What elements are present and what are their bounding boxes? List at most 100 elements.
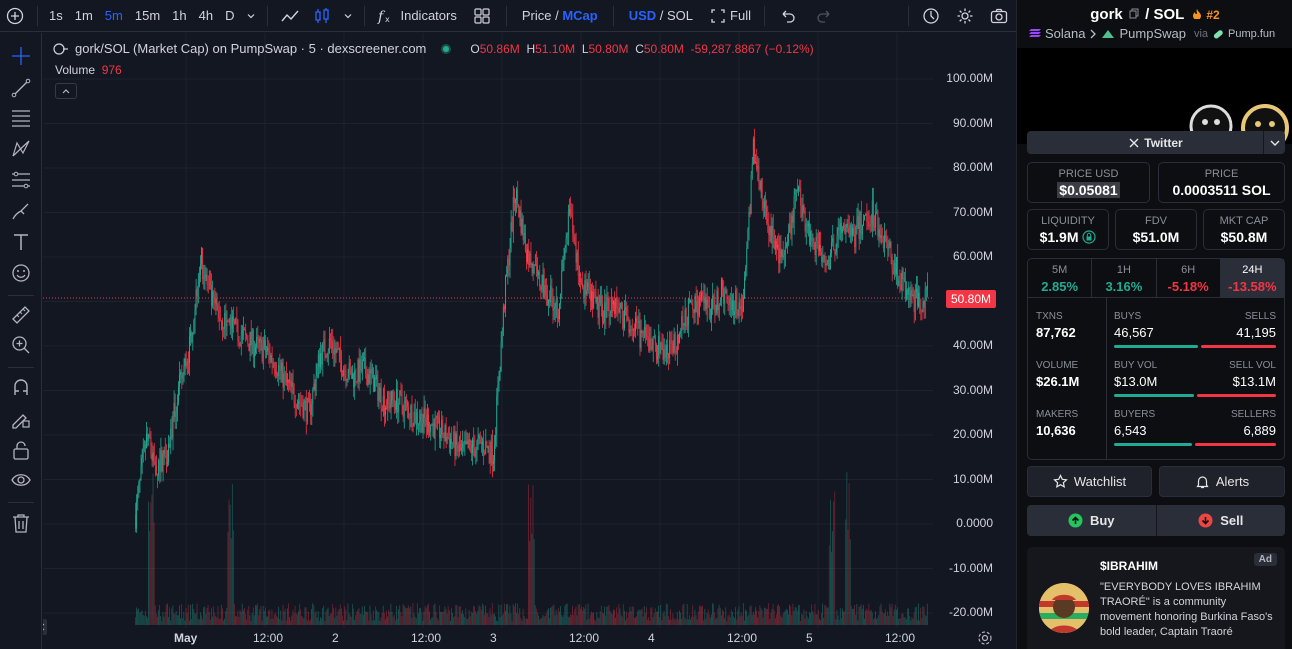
volume-bar bbox=[607, 606, 609, 625]
fdv-label: FDV bbox=[1145, 215, 1167, 227]
horizontal-lines-tool[interactable] bbox=[9, 106, 33, 130]
volume-bar bbox=[741, 615, 743, 625]
price-mcap-toggle[interactable]: Price / MCap bbox=[521, 8, 598, 23]
candle-body bbox=[780, 248, 782, 258]
add-symbol-button[interactable] bbox=[0, 0, 32, 32]
ruler-tool[interactable] bbox=[9, 303, 33, 327]
candle-body bbox=[905, 289, 907, 299]
candle-body bbox=[275, 373, 277, 375]
candle-body bbox=[209, 283, 211, 286]
zoom-tool[interactable] bbox=[9, 333, 33, 357]
hide-drawings-tool[interactable] bbox=[9, 468, 33, 492]
lock-drawing-tool[interactable] bbox=[9, 407, 33, 431]
settings-button[interactable] bbox=[948, 0, 982, 32]
volume-bar bbox=[229, 504, 231, 625]
twitter-link-button[interactable]: Twitter bbox=[1027, 131, 1285, 154]
currency-toggle[interactable]: USD / SOL bbox=[628, 8, 694, 23]
volume-bar bbox=[464, 616, 466, 625]
alerts-button[interactable]: Alerts bbox=[1159, 466, 1285, 497]
candles-chart-button[interactable] bbox=[307, 0, 337, 32]
volume-bar bbox=[557, 608, 559, 625]
volume-bar bbox=[165, 604, 167, 625]
axis-settings-icon[interactable] bbox=[977, 630, 993, 646]
sell-button[interactable]: Sell bbox=[1157, 505, 1286, 536]
candle-body bbox=[784, 246, 786, 256]
volume-bar bbox=[393, 614, 395, 625]
line-chart-button[interactable] bbox=[273, 0, 307, 32]
price-chart[interactable]: gork/SOL (Market Cap) on PumpSwap · 5 · … bbox=[43, 33, 1015, 649]
volume-bar bbox=[711, 614, 712, 625]
volume-bar bbox=[666, 604, 668, 625]
watchlist-button[interactable]: Watchlist bbox=[1027, 466, 1152, 497]
redo-button[interactable] bbox=[806, 0, 842, 32]
interval-5m[interactable]: 5m bbox=[104, 8, 123, 23]
undo-button[interactable] bbox=[770, 0, 806, 32]
socials-dropdown[interactable] bbox=[1263, 131, 1285, 154]
lock-all-tool[interactable] bbox=[9, 438, 33, 462]
chain-link[interactable]: Solana bbox=[1045, 26, 1086, 41]
volume-bar bbox=[858, 606, 860, 625]
chart-canvas[interactable] bbox=[43, 33, 1015, 649]
pattern-tool[interactable] bbox=[9, 137, 33, 161]
fullscreen-button[interactable]: Full bbox=[703, 0, 759, 32]
chart-type-dropdown[interactable] bbox=[337, 0, 359, 32]
candle-body bbox=[631, 330, 633, 332]
candle-body bbox=[811, 231, 813, 241]
volume-bar bbox=[466, 618, 468, 625]
emoji-tool[interactable] bbox=[9, 261, 33, 285]
volume-bar bbox=[348, 613, 350, 625]
candle-body bbox=[768, 223, 770, 235]
volume-bar bbox=[897, 607, 898, 625]
dex-link[interactable]: PumpSwap bbox=[1119, 26, 1186, 41]
volume-bar bbox=[837, 615, 839, 625]
text-tool[interactable] bbox=[9, 230, 33, 254]
layouts-button[interactable] bbox=[463, 0, 501, 32]
interval-1m[interactable]: 1m bbox=[74, 8, 93, 23]
brush-tool[interactable] bbox=[9, 199, 33, 223]
crosshair-tool[interactable] bbox=[9, 44, 33, 68]
collapse-legend-button[interactable] bbox=[55, 83, 77, 99]
open-value: 50.86M bbox=[479, 41, 520, 56]
fib-tool[interactable] bbox=[9, 168, 33, 192]
volume-bar bbox=[700, 605, 701, 625]
volume-bar bbox=[618, 604, 620, 625]
symbol-title[interactable]: gork/SOL (Market Cap) on PumpSwap · 5 · … bbox=[75, 41, 427, 56]
snapshot-button[interactable] bbox=[982, 0, 1016, 32]
tab-24h[interactable]: 24H -13.58% bbox=[1220, 259, 1284, 297]
launchpad-link[interactable]: Pump.fun bbox=[1228, 27, 1276, 40]
volume-bar bbox=[887, 611, 889, 625]
interval-4h[interactable]: 4h bbox=[198, 8, 214, 23]
candle-body bbox=[736, 290, 738, 314]
volume-bar bbox=[153, 522, 155, 625]
scroll-left-button[interactable] bbox=[43, 619, 47, 635]
volume-bar bbox=[627, 617, 629, 625]
buy-button[interactable]: Buy bbox=[1027, 505, 1157, 536]
volume-bar bbox=[362, 614, 364, 625]
volume-bar bbox=[342, 615, 343, 625]
interval-15m[interactable]: 15m bbox=[134, 8, 161, 23]
tab-6h[interactable]: 6H -5.18% bbox=[1157, 259, 1221, 297]
gear-icon bbox=[957, 8, 973, 23]
volume-bar bbox=[836, 610, 838, 625]
volume-bar bbox=[477, 610, 479, 625]
interval-d[interactable]: D bbox=[225, 8, 235, 23]
trendline-tool[interactable] bbox=[9, 76, 33, 100]
magnet-tool[interactable] bbox=[9, 375, 33, 399]
candle-body bbox=[701, 292, 702, 300]
interval-dropdown[interactable] bbox=[240, 0, 262, 32]
candle-body bbox=[141, 457, 143, 466]
candle-body bbox=[497, 385, 499, 396]
remove-drawings-tool[interactable] bbox=[9, 511, 33, 535]
sponsored-ad[interactable]: Ad $IBRAHIM "EVERYBODY LOVES IBRAHIM TRA… bbox=[1027, 547, 1285, 649]
volume-bar bbox=[560, 606, 561, 625]
copy-icon[interactable] bbox=[1129, 8, 1139, 19]
interval-1h[interactable]: 1h bbox=[172, 8, 187, 23]
replay-button[interactable] bbox=[914, 0, 948, 32]
interval-1s[interactable]: 1s bbox=[49, 8, 63, 23]
candle-body bbox=[382, 395, 384, 412]
tab-5m[interactable]: 5M 2.85% bbox=[1028, 259, 1093, 297]
candle-body bbox=[578, 273, 580, 276]
tab-1h[interactable]: 1H 3.16% bbox=[1092, 259, 1157, 297]
